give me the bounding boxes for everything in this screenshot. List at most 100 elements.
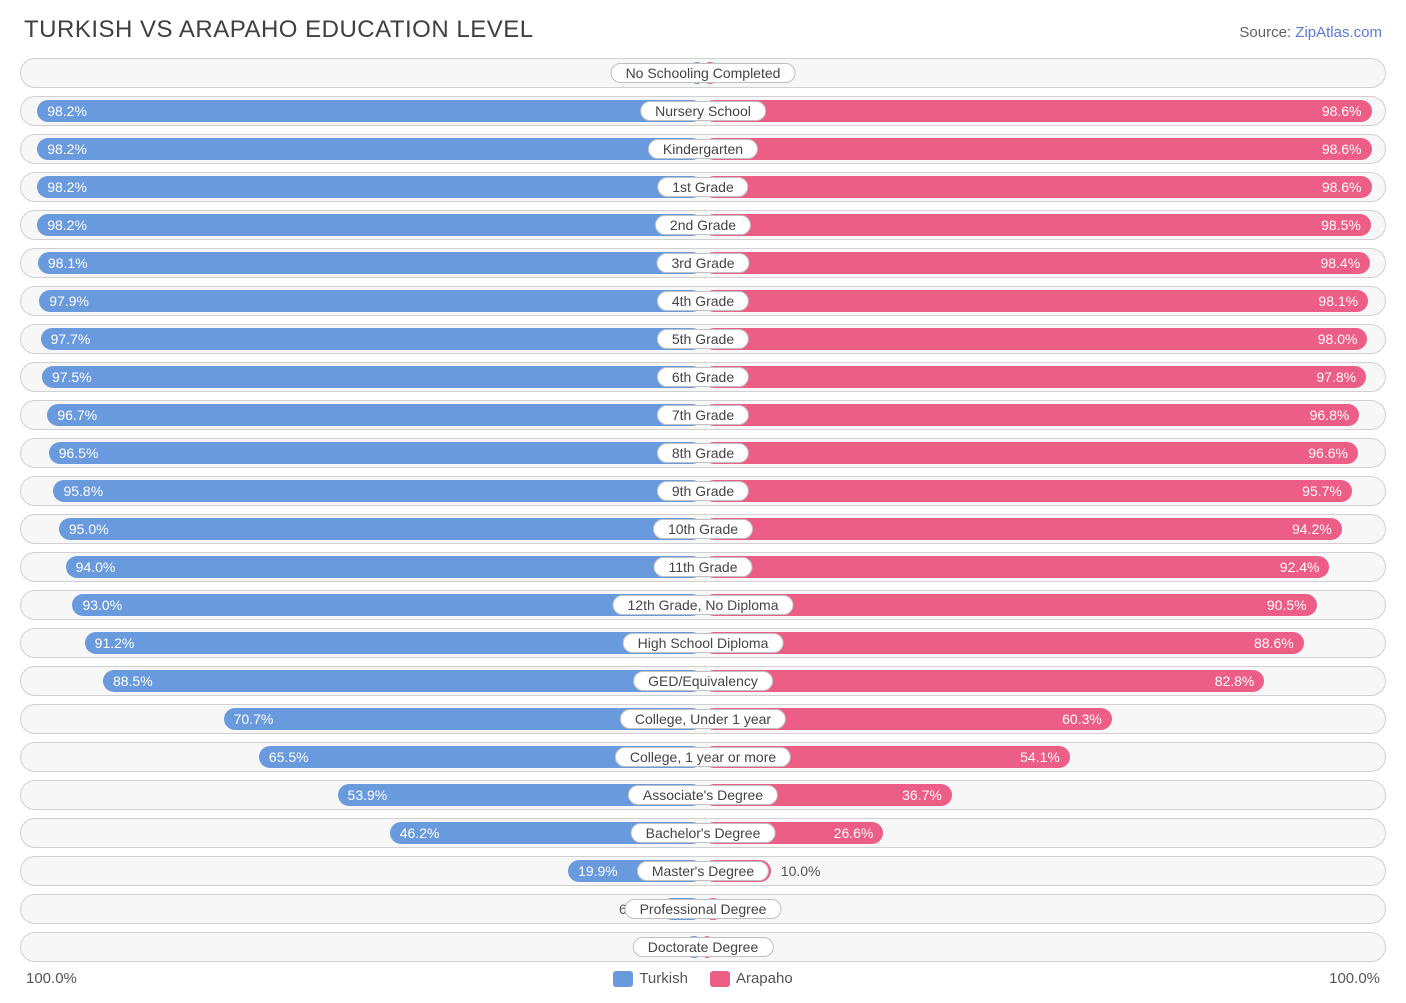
bar-left xyxy=(85,632,703,654)
bar-right xyxy=(703,176,1372,198)
source-prefix: Source: xyxy=(1239,24,1295,41)
category-label: Professional Degree xyxy=(625,899,782,919)
bar-right xyxy=(703,404,1359,426)
bar-right xyxy=(703,556,1329,578)
value-right: 96.6% xyxy=(1298,445,1358,461)
axis-left-label: 100.0% xyxy=(26,970,77,987)
chart-title: TURKISH VS ARAPAHO EDUCATION LEVEL xyxy=(24,16,534,44)
category-label: Nursery School xyxy=(640,101,766,121)
bar-left xyxy=(66,556,703,578)
value-right: 98.5% xyxy=(1311,217,1371,233)
source-link[interactable]: ZipAtlas.com xyxy=(1295,24,1382,41)
value-right: 98.6% xyxy=(1312,103,1372,119)
value-left: 96.5% xyxy=(49,445,109,461)
chart-row: 98.2%98.6%1st Grade xyxy=(20,172,1386,202)
bar-right xyxy=(703,518,1342,540)
legend-item-left: Turkish xyxy=(613,970,688,987)
bar-right xyxy=(703,480,1352,502)
value-right: 98.1% xyxy=(1308,293,1368,309)
bar-left xyxy=(42,366,703,388)
value-left: 65.5% xyxy=(259,749,319,765)
value-right: 92.4% xyxy=(1270,559,1330,575)
value-left: 95.0% xyxy=(59,521,119,537)
bar-right xyxy=(703,442,1358,464)
bar-left xyxy=(41,328,703,350)
value-left: 98.2% xyxy=(37,217,97,233)
value-left: 91.2% xyxy=(85,635,145,651)
legend: Turkish Arapaho xyxy=(77,970,1329,987)
value-right: 10.0% xyxy=(771,863,831,879)
chart-row: 53.9% 36.7% Associate's Degree xyxy=(20,780,1386,810)
legend-swatch-left xyxy=(613,971,633,987)
chart-row: 2.7%1.2%Doctorate Degree xyxy=(20,932,1386,962)
category-label: High School Diploma xyxy=(623,633,784,653)
category-label: 12th Grade, No Diploma xyxy=(613,595,794,615)
category-label: 6th Grade xyxy=(657,367,749,387)
chart-row: 70.7%60.3%College, Under 1 year xyxy=(20,704,1386,734)
bar-right xyxy=(703,366,1366,388)
value-right: 36.7% xyxy=(892,787,952,803)
value-left: 70.7% xyxy=(224,711,284,727)
value-left: 97.5% xyxy=(42,369,102,385)
category-label: No Schooling Completed xyxy=(611,63,796,83)
chart-row: 98.1%98.4%3rd Grade xyxy=(20,248,1386,278)
chart-row: 6.2%2.9%Professional Degree xyxy=(20,894,1386,924)
chart-row: 96.5%96.6%8th Grade xyxy=(20,438,1386,468)
category-label: Bachelor's Degree xyxy=(631,823,776,843)
chart-row: 65.5%54.1%College, 1 year or more xyxy=(20,742,1386,772)
bar-left xyxy=(37,176,703,198)
chart-row: 1.8%2.1%No Schooling Completed xyxy=(20,58,1386,88)
chart-row: 19.9%10.0%Master's Degree xyxy=(20,856,1386,886)
bar-right xyxy=(703,214,1371,236)
legend-swatch-right xyxy=(710,971,730,987)
bar-left xyxy=(53,480,703,502)
value-left: 97.7% xyxy=(41,331,101,347)
legend-label-right: Arapaho xyxy=(736,970,793,987)
legend-label-left: Turkish xyxy=(639,970,688,987)
bar-right xyxy=(703,632,1304,654)
value-right: 82.8% xyxy=(1205,673,1265,689)
chart-row: 46.2% 26.6% Bachelor's Degree xyxy=(20,818,1386,848)
chart-row: 91.2%88.6%High School Diploma xyxy=(20,628,1386,658)
bar-right xyxy=(703,290,1368,312)
value-right: 94.2% xyxy=(1282,521,1342,537)
value-right: 98.6% xyxy=(1312,179,1372,195)
value-right: 98.6% xyxy=(1312,141,1372,157)
category-label: GED/Equivalency xyxy=(633,671,773,691)
bar-left xyxy=(59,518,703,540)
value-right: 54.1% xyxy=(1010,749,1070,765)
chart-footer: 100.0% Turkish Arapaho 100.0% xyxy=(20,970,1386,987)
value-left: 94.0% xyxy=(66,559,126,575)
chart-header: TURKISH VS ARAPAHO EDUCATION LEVEL Sourc… xyxy=(20,16,1386,44)
value-left: 53.9% xyxy=(338,787,398,803)
category-label: 10th Grade xyxy=(653,519,753,539)
value-left: 88.5% xyxy=(103,673,163,689)
value-left: 46.2% xyxy=(390,825,450,841)
value-right: 90.5% xyxy=(1257,597,1317,613)
bar-right xyxy=(703,328,1367,350)
bar-right xyxy=(703,138,1372,160)
value-left: 98.2% xyxy=(37,141,97,157)
bar-left xyxy=(49,442,703,464)
category-label: 5th Grade xyxy=(657,329,749,349)
category-label: 2nd Grade xyxy=(655,215,751,235)
bar-left xyxy=(39,290,703,312)
value-right: 26.6% xyxy=(824,825,884,841)
value-right: 95.7% xyxy=(1292,483,1352,499)
category-label: 11th Grade xyxy=(653,557,752,577)
value-right: 97.8% xyxy=(1306,369,1366,385)
chart-row: 98.2%98.6%Nursery School xyxy=(20,96,1386,126)
diverging-bar-chart: 1.8%2.1%No Schooling Completed 98.2% 98.6%… xyxy=(20,58,1386,962)
chart-row: 98.2%98.6%Kindergarten xyxy=(20,134,1386,164)
value-right: 98.4% xyxy=(1310,255,1370,271)
category-label: 1st Grade xyxy=(657,177,748,197)
value-right: 96.8% xyxy=(1300,407,1360,423)
bar-left xyxy=(37,138,703,160)
category-label: Associate's Degree xyxy=(628,785,778,805)
category-label: 7th Grade xyxy=(657,405,749,425)
category-label: Master's Degree xyxy=(637,861,769,881)
chart-row: 95.0% 94.2% 10th Grade xyxy=(20,514,1386,544)
chart-row: 88.5% 82.8% GED/Equivalency xyxy=(20,666,1386,696)
chart-row: 98.2% 98.5% 2nd Grade xyxy=(20,210,1386,240)
bar-right xyxy=(703,670,1264,692)
